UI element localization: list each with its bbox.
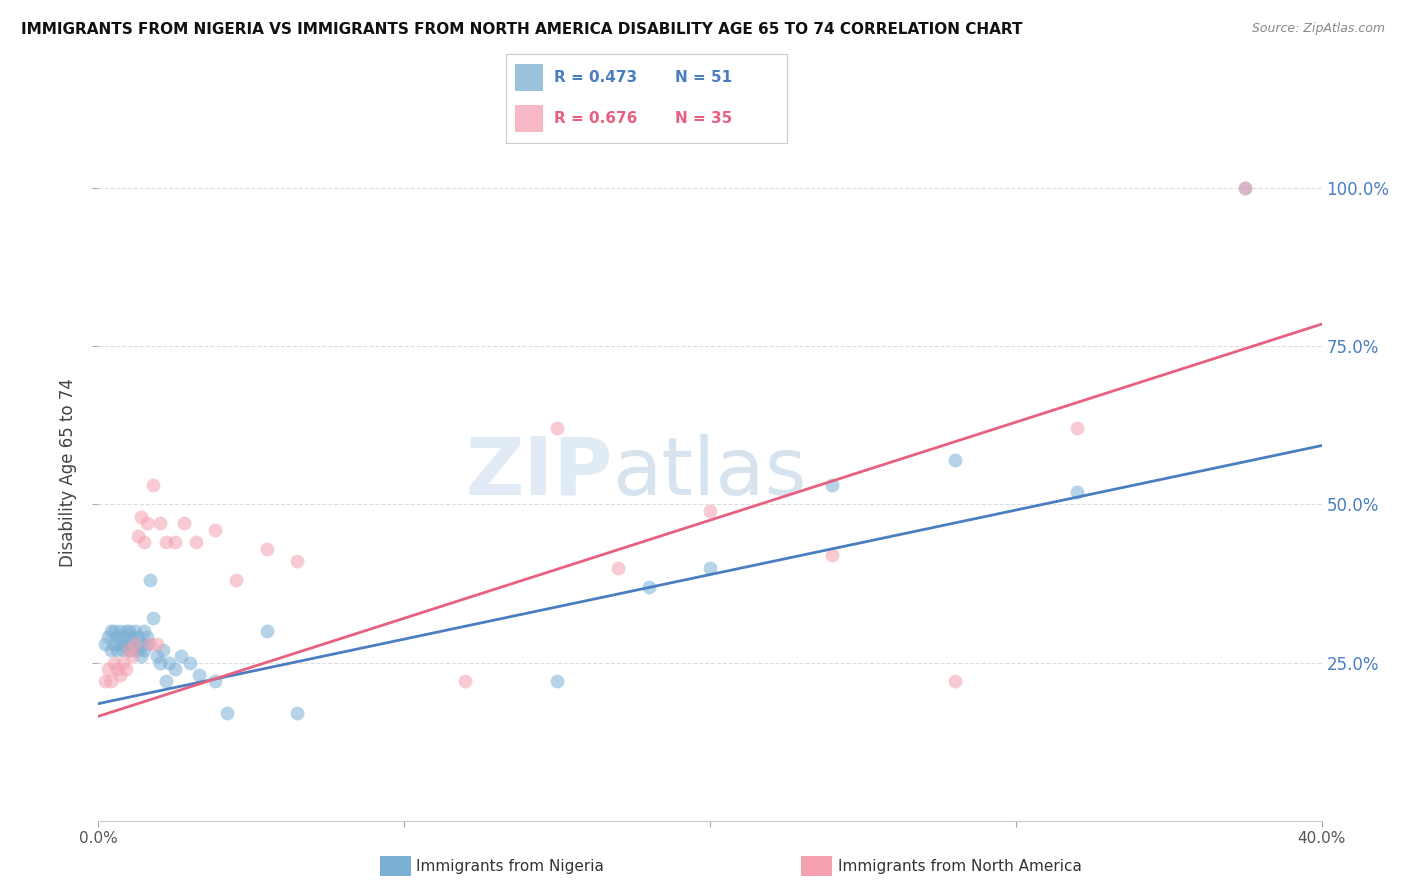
Point	[134, 535, 156, 549]
Point	[103, 636, 125, 650]
Point	[943, 453, 966, 467]
Point	[97, 630, 120, 644]
Text: atlas: atlas	[612, 434, 807, 512]
Point	[155, 535, 177, 549]
Point	[115, 636, 138, 650]
Point	[108, 636, 131, 650]
Point	[149, 516, 172, 531]
Text: ZIP: ZIP	[465, 434, 612, 512]
Point	[1234, 181, 1257, 195]
Point	[454, 674, 477, 689]
Point	[129, 636, 152, 650]
Point	[103, 624, 125, 638]
Point	[105, 643, 128, 657]
Point	[145, 649, 167, 664]
Text: Immigrants from North America: Immigrants from North America	[838, 859, 1081, 873]
Point	[124, 624, 146, 638]
Point	[699, 504, 721, 518]
Point	[100, 643, 122, 657]
Point	[607, 560, 630, 574]
Point	[157, 656, 180, 670]
Point	[1234, 181, 1257, 195]
Point	[285, 706, 308, 720]
Point	[124, 636, 146, 650]
Point	[145, 636, 167, 650]
Point	[134, 624, 156, 638]
Point	[93, 674, 115, 689]
Point	[163, 662, 186, 676]
Point	[108, 624, 131, 638]
Point	[637, 580, 661, 594]
Point	[111, 630, 134, 644]
Point	[121, 643, 143, 657]
Point	[127, 630, 149, 644]
Point	[821, 548, 844, 562]
Point	[129, 649, 152, 664]
Point	[256, 624, 278, 638]
Point	[105, 662, 128, 676]
Point	[173, 516, 195, 531]
Point	[121, 649, 143, 664]
Text: N = 35: N = 35	[675, 112, 733, 126]
Point	[111, 643, 134, 657]
Point	[215, 706, 238, 720]
Point	[136, 630, 159, 644]
Point	[1066, 484, 1088, 499]
Point	[186, 535, 208, 549]
Point	[118, 624, 141, 638]
Point	[204, 523, 226, 537]
Point	[285, 554, 308, 568]
Bar	[515, 105, 543, 132]
Point	[163, 535, 186, 549]
Point	[127, 529, 149, 543]
Point	[1066, 421, 1088, 435]
Text: IMMIGRANTS FROM NIGERIA VS IMMIGRANTS FROM NORTH AMERICA DISABILITY AGE 65 TO 74: IMMIGRANTS FROM NIGERIA VS IMMIGRANTS FR…	[21, 22, 1022, 37]
Point	[142, 611, 165, 625]
Text: R = 0.676: R = 0.676	[554, 112, 637, 126]
Text: Source: ZipAtlas.com: Source: ZipAtlas.com	[1251, 22, 1385, 36]
Point	[127, 643, 149, 657]
Point	[118, 636, 141, 650]
Point	[546, 674, 568, 689]
Text: N = 51: N = 51	[675, 70, 733, 85]
Point	[118, 643, 141, 657]
Point	[142, 478, 165, 492]
Bar	[515, 64, 543, 91]
Point	[152, 643, 174, 657]
Point	[204, 674, 226, 689]
Point	[943, 674, 966, 689]
Point	[546, 421, 568, 435]
Point	[149, 656, 172, 670]
Point	[121, 630, 143, 644]
Point	[129, 510, 152, 524]
Point	[97, 662, 120, 676]
Point	[115, 662, 138, 676]
Point	[115, 624, 138, 638]
Point	[136, 516, 159, 531]
Point	[134, 643, 156, 657]
Text: Immigrants from Nigeria: Immigrants from Nigeria	[416, 859, 605, 873]
Point	[139, 574, 162, 588]
Point	[124, 636, 146, 650]
Text: R = 0.473: R = 0.473	[554, 70, 637, 85]
Point	[100, 674, 122, 689]
Point	[103, 656, 125, 670]
Point	[136, 636, 159, 650]
Point	[108, 668, 131, 682]
Point	[256, 541, 278, 556]
Point	[179, 656, 201, 670]
Point	[105, 630, 128, 644]
Point	[188, 668, 211, 682]
Point	[699, 560, 721, 574]
Point	[155, 674, 177, 689]
Point	[139, 636, 162, 650]
Point	[100, 624, 122, 638]
Point	[225, 574, 247, 588]
Point	[111, 656, 134, 670]
Point	[93, 636, 115, 650]
Point	[821, 478, 844, 492]
Y-axis label: Disability Age 65 to 74: Disability Age 65 to 74	[59, 378, 77, 567]
Point	[170, 649, 193, 664]
Point	[118, 643, 141, 657]
